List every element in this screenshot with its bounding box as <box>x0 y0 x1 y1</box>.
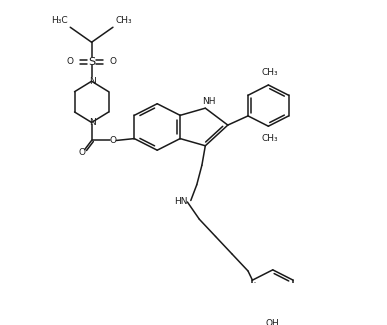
Text: NH: NH <box>202 97 216 106</box>
Text: N: N <box>89 77 96 86</box>
Text: O: O <box>110 57 116 66</box>
Text: CH₃: CH₃ <box>115 16 132 25</box>
Text: O: O <box>110 136 116 145</box>
Text: OH: OH <box>266 318 280 325</box>
Text: O: O <box>79 148 86 157</box>
Text: CH₃: CH₃ <box>262 69 278 77</box>
Text: CH₃: CH₃ <box>262 134 278 143</box>
Text: HN: HN <box>174 198 187 206</box>
Text: O: O <box>67 57 74 66</box>
Text: N: N <box>89 118 96 127</box>
Text: S: S <box>88 57 95 67</box>
Text: H₃C: H₃C <box>51 16 68 25</box>
